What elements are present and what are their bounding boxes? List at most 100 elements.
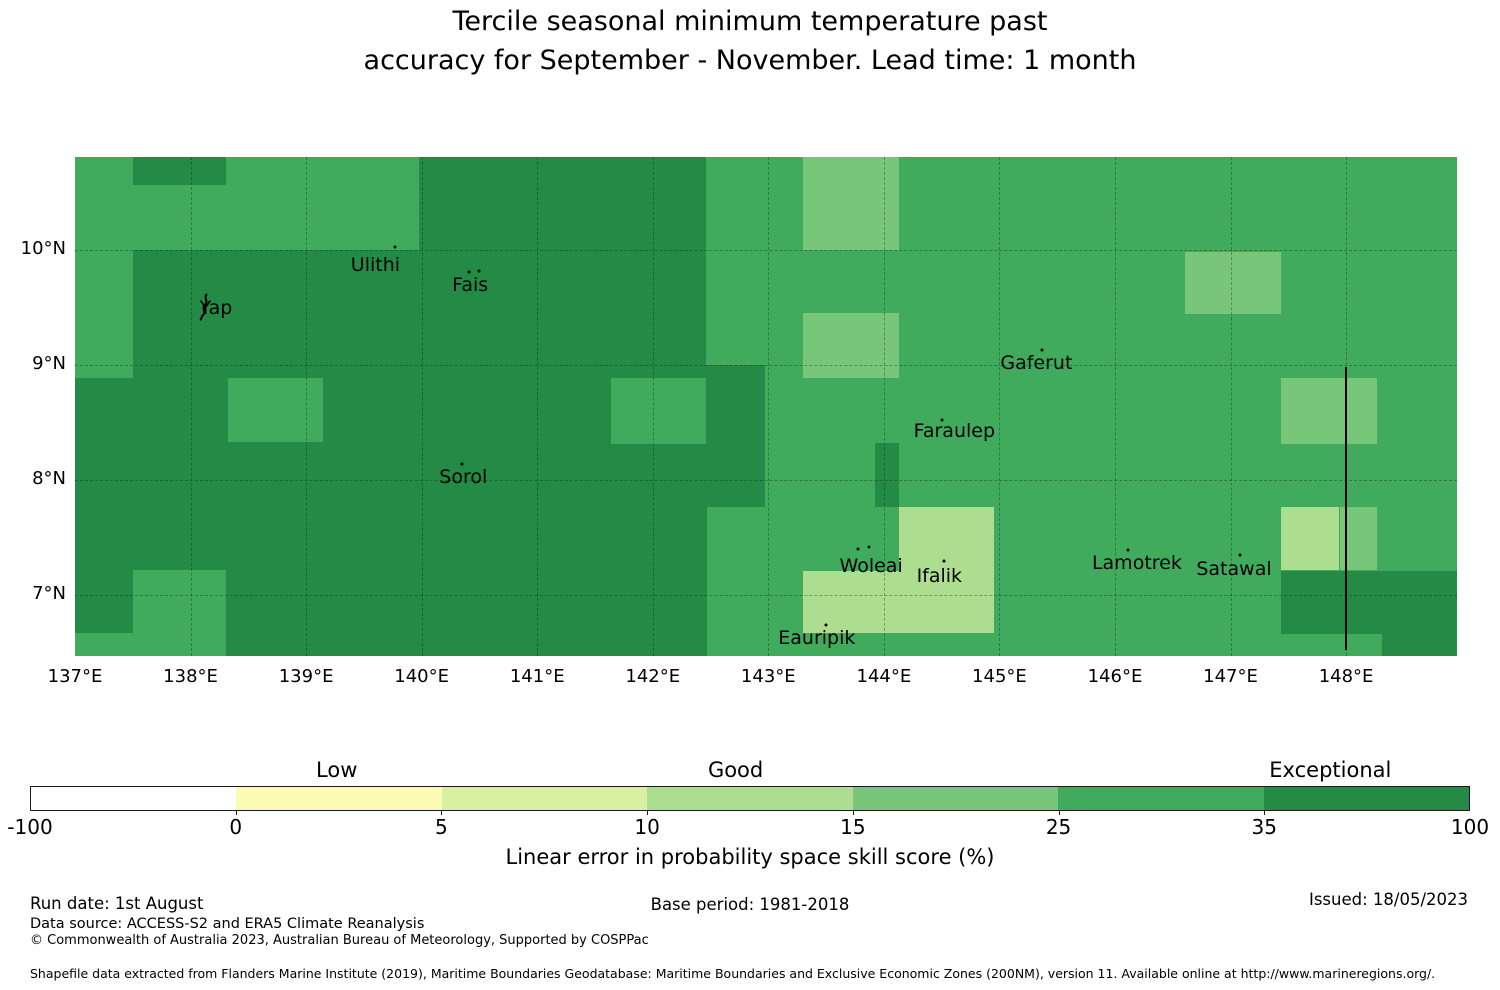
x-tick-label: 138°E <box>163 666 218 687</box>
colorbar <box>30 786 1470 811</box>
island-label-ulithi: Ulithi <box>350 254 401 277</box>
skill-cell <box>802 571 899 633</box>
colorbar-tick-label: 35 <box>1251 815 1278 839</box>
run-date-text: Run date: 1st August <box>30 894 204 913</box>
island-label-woleai: Woleai <box>839 555 903 578</box>
skill-cell <box>705 365 765 508</box>
colorbar-tick-label: 0 <box>229 815 243 839</box>
x-tick-label: 145°E <box>972 666 1027 687</box>
colorbar-category-label: Low <box>316 758 358 782</box>
chart-title: Tercile seasonal minimum temperature pas… <box>0 2 1500 80</box>
island-outline-icon <box>196 293 214 325</box>
x-tick-label: 140°E <box>394 666 450 687</box>
gridline-vertical <box>1114 157 1116 656</box>
island-marker-dot <box>393 245 397 249</box>
y-tick-label: 9°N <box>32 353 66 375</box>
map-plot[interactable]: Yap Ulithi Fais Sorol Gaferut Faraulep Woleai I… <box>75 157 1457 656</box>
x-tick-label: 147°E <box>1203 666 1258 687</box>
island-label-sorol: Sorol <box>439 465 488 488</box>
colorbar-segment <box>647 787 853 810</box>
colorbar-segment <box>31 787 237 810</box>
colorbar-tick-mark <box>1058 811 1060 815</box>
island-marker-dot <box>1126 548 1130 552</box>
skill-cell <box>75 633 133 656</box>
island-marker-dot <box>940 418 944 422</box>
colorbar-tick-label: -100 <box>7 815 53 839</box>
island-label-faraulep: Faraulep <box>913 419 996 442</box>
island-label-gaferut: Gaferut <box>1000 351 1073 374</box>
issued-date-text: Issued: 18/05/2023 <box>1308 890 1468 909</box>
skill-cell <box>132 570 227 656</box>
skill-cell <box>611 378 706 445</box>
shapefile-attribution-text: Shapefile data extracted from Flanders M… <box>30 966 1436 981</box>
skill-cell <box>1281 378 1378 445</box>
gridline-vertical <box>768 157 770 656</box>
island-label-satawal: Satawal <box>1196 557 1272 580</box>
gridline-horizontal <box>75 595 1457 597</box>
gridline-vertical <box>190 157 192 656</box>
data-source-text: Data source: ACCESS-S2 and ERA5 Climate … <box>30 916 425 932</box>
island-marker-dot <box>460 462 464 466</box>
skill-cell <box>227 378 324 443</box>
gridline-vertical <box>421 157 423 656</box>
colorbar-tick-label: 25 <box>1045 815 1072 839</box>
island-marker-dot <box>867 545 871 549</box>
island-marker-dot <box>467 270 471 274</box>
colorbar-axis-label: Linear error in probability space skill … <box>505 845 995 869</box>
x-tick-label: 141°E <box>509 666 565 687</box>
x-tick-label: 148°E <box>1318 666 1374 687</box>
x-tick-label: 146°E <box>1087 666 1143 687</box>
x-tick-label: 143°E <box>740 666 796 687</box>
base-period-text: Base period: 1981-2018 <box>650 895 850 914</box>
skill-cell <box>1185 252 1282 315</box>
gridline-vertical <box>999 157 1001 656</box>
skill-cell <box>1281 571 1457 635</box>
island-label-eauripik: Eauripik <box>778 626 856 649</box>
colorbar-tick-label: 5 <box>435 815 448 839</box>
skill-cell <box>1281 507 1340 571</box>
skill-cell <box>898 507 994 633</box>
colorbar-tick-mark <box>441 811 443 815</box>
colorbar-tick-label: 100 <box>1450 815 1490 839</box>
colorbar-tick-label: 15 <box>840 815 866 839</box>
island-marker-dot <box>856 547 860 551</box>
colorbar-segment <box>441 787 648 810</box>
colorbar-tick-mark <box>1264 811 1266 815</box>
colorbar-segment <box>1058 787 1264 810</box>
colorbar-segment <box>1263 787 1469 810</box>
x-tick-label: 137°E <box>47 666 103 687</box>
skill-cell <box>1381 634 1457 656</box>
gridline-vertical <box>537 157 539 656</box>
gridline-horizontal <box>75 480 1457 482</box>
y-tick-label: 7°N <box>32 583 66 605</box>
colorbar-tick-mark <box>235 811 237 815</box>
gridline-horizontal <box>75 250 1457 252</box>
colorbar-category-label: Good <box>707 758 764 782</box>
island-marker-dot <box>477 269 481 273</box>
island-marker-dot <box>1238 553 1242 557</box>
island-label-lamotrek: Lamotrek <box>1091 551 1182 574</box>
skill-cell <box>132 157 227 185</box>
copyright-text: © Commonwealth of Australia 2023, Austra… <box>30 933 649 948</box>
island-label-fais: Fais <box>452 273 489 296</box>
gridline-vertical <box>1230 157 1232 656</box>
skill-cell <box>802 313 899 379</box>
chart-title-line2: accuracy for September - November. Lead … <box>363 45 1137 76</box>
gridline-horizontal <box>75 365 1457 367</box>
skill-cell <box>802 157 899 251</box>
gridline-vertical <box>883 157 885 656</box>
gridline-vertical <box>652 157 654 656</box>
colorbar-segment <box>236 787 442 810</box>
island-label-yap: Yap <box>199 297 233 320</box>
eez-boundary-line <box>1345 367 1348 651</box>
x-tick-label: 144°E <box>856 666 912 687</box>
x-tick-label: 139°E <box>278 666 334 687</box>
island-label-ifalik: Ifalik <box>916 564 963 587</box>
gridline-vertical <box>306 157 308 656</box>
skill-cell <box>419 157 706 251</box>
y-tick-label: 8°N <box>32 468 66 490</box>
colorbar-segment <box>852 787 1059 810</box>
skill-cell <box>132 250 706 379</box>
y-tick-label: 10°N <box>20 238 66 260</box>
